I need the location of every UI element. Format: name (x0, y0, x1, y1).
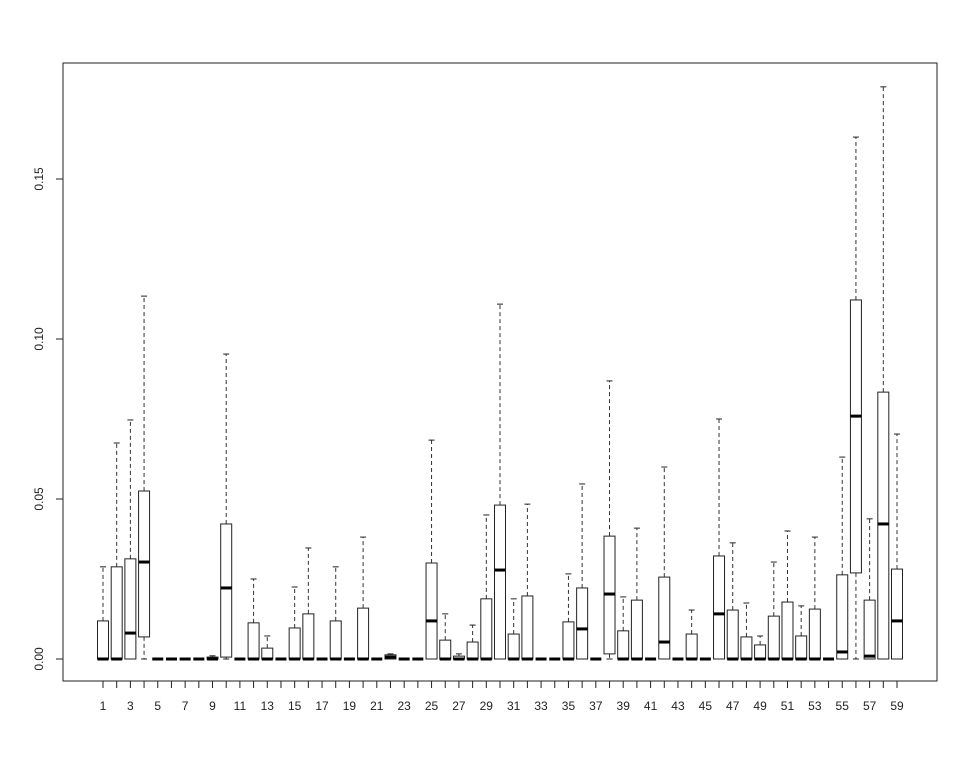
box (726, 609, 739, 660)
x-tick-label: 27 (452, 699, 466, 713)
box (630, 599, 643, 660)
y-tick-label: 0.05 (32, 487, 46, 511)
box (617, 630, 630, 660)
box (562, 621, 575, 660)
box (576, 587, 589, 660)
box (713, 555, 726, 660)
x-tick-label: 15 (288, 699, 302, 713)
box (521, 595, 534, 660)
box (507, 633, 520, 660)
box (863, 599, 876, 660)
box (658, 576, 671, 660)
x-tick-label: 29 (480, 699, 494, 713)
x-tick-label: 19 (343, 699, 357, 713)
box (110, 566, 123, 660)
box (808, 608, 821, 660)
box (357, 607, 370, 660)
x-tick-label: 49 (753, 699, 767, 713)
box (480, 598, 493, 660)
x-tick-label: 55 (836, 699, 850, 713)
x-tick-label: 35 (562, 699, 576, 713)
x-tick-label: 25 (425, 699, 439, 713)
y-tick-label: 0.00 (32, 647, 46, 671)
box (261, 647, 274, 660)
box (781, 601, 794, 660)
box (740, 636, 753, 660)
box (329, 620, 342, 660)
box (425, 562, 438, 660)
box (767, 615, 780, 660)
x-tick-label: 1 (100, 699, 107, 713)
box (439, 639, 452, 660)
x-tick-label: 17 (315, 699, 329, 713)
x-tick-label: 33 (534, 699, 548, 713)
box (494, 504, 506, 660)
x-tick-label: 9 (209, 699, 216, 713)
x-tick-label: 5 (154, 699, 161, 713)
box (138, 490, 151, 638)
y-tick-label: 0.10 (32, 327, 46, 351)
x-tick-label: 7 (182, 699, 189, 713)
x-tick-label: 39 (617, 699, 631, 713)
x-tick-label: 3 (127, 699, 134, 713)
box (795, 635, 808, 660)
x-tick-label: 31 (507, 699, 521, 713)
box (836, 574, 849, 660)
box (877, 391, 890, 660)
x-tick-label: 23 (397, 699, 411, 713)
box (124, 558, 137, 660)
x-tick-label: 47 (726, 699, 740, 713)
x-tick-label: 11 (234, 699, 247, 713)
box (685, 633, 698, 660)
x-tick-label: 45 (699, 699, 713, 713)
box (247, 622, 260, 660)
box (302, 613, 315, 660)
y-tick-label: 0.15 (32, 167, 46, 191)
x-tick-label: 43 (671, 699, 685, 713)
x-tick-label: 53 (808, 699, 822, 713)
box (288, 627, 301, 660)
x-tick-label: 37 (589, 699, 603, 713)
x-tick-label: 21 (370, 699, 384, 713)
box (97, 620, 109, 660)
x-tick-label: 13 (261, 699, 275, 713)
x-tick-label: 57 (863, 699, 877, 713)
box (849, 299, 862, 574)
x-tick-label: 59 (890, 699, 904, 713)
x-tick-label: 51 (781, 699, 795, 713)
box (891, 568, 903, 660)
box (754, 644, 767, 660)
box (466, 641, 479, 660)
x-tick-label: 41 (644, 699, 658, 713)
box (220, 523, 233, 658)
